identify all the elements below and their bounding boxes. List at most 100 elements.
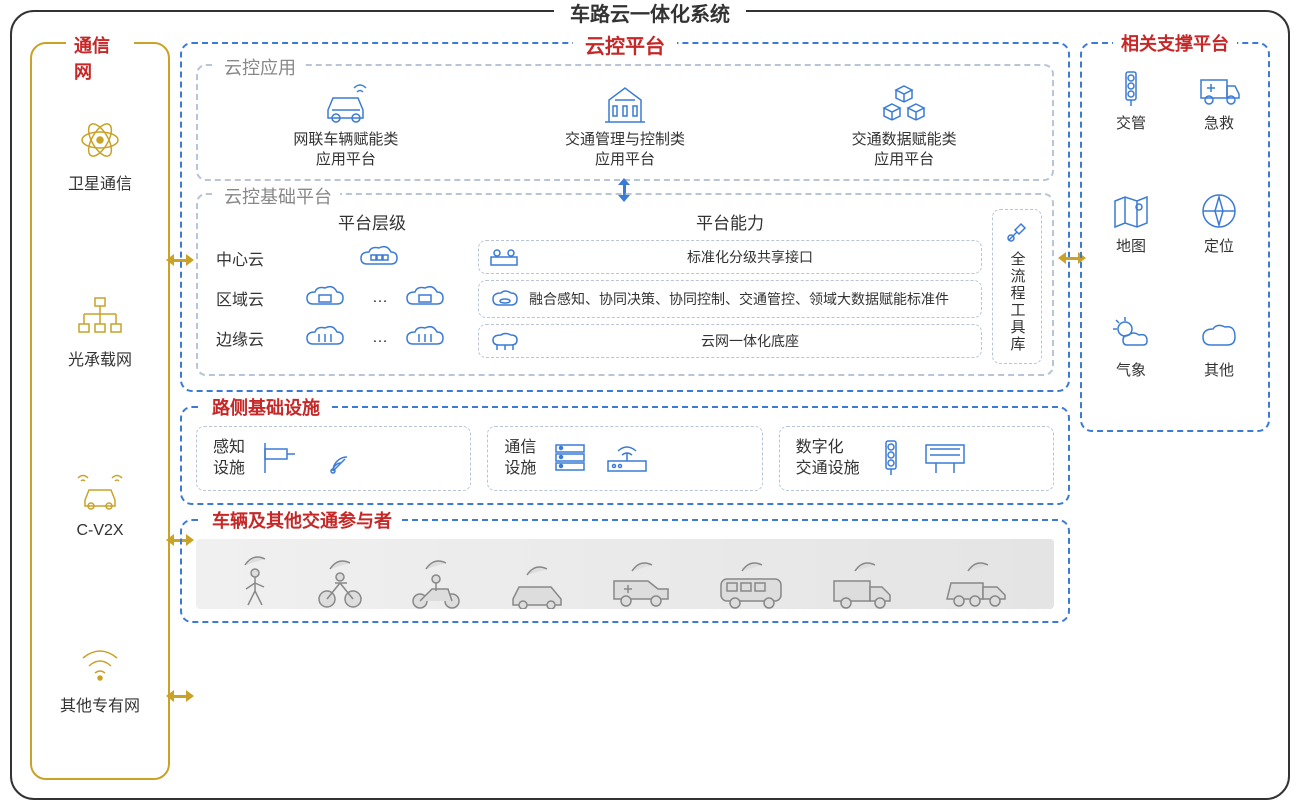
capability-box: 融合感知、协同决策、协同控制、交通管控、领域大数据赋能标准件 [478,280,982,318]
level-label: 边缘云 [216,326,276,350]
pedestrian-icon [238,551,272,609]
system-diagram: 车路云一体化系统 通信网 卫星通信 光承载网 C-V2X 其他专有网 [10,10,1290,800]
traffic-light-icon [1109,68,1153,108]
cap-text: 融合感知、协同决策、协同控制、交通管控、领域大数据赋能标准件 [529,290,971,308]
support-label: 定位 [1204,235,1234,256]
capability-title: 平台能力 [478,209,982,234]
participants-title: 车辆及其他交通参与者 [202,507,402,533]
app-label: 应用平台 [595,151,655,168]
support-item: 其他 [1180,315,1258,420]
support-item: 交管 [1092,68,1170,173]
radar-icon [313,439,353,478]
cloud-region-icon: … [286,280,468,316]
map-icon [1109,191,1153,231]
arrow-icon [170,690,190,704]
bus-icon [717,557,787,609]
app-label: 应用平台 [874,151,934,168]
comm-network-panel: 通信网 卫星通信 光承载网 C-V2X 其他专有网 [30,42,170,780]
net-item-other: 其他专有网 [60,640,140,716]
ambulance-icon [1197,68,1241,108]
cloud-platform-title: 云控平台 [573,30,677,59]
wifi-icon [75,640,125,684]
app-label: 网联车辆赋能类 [293,131,398,148]
motorcycle-icon [408,555,464,609]
net-item-cv2x: C-V2X [75,470,125,540]
truck-icon [830,557,900,609]
net-label: 其他专有网 [60,692,140,716]
level-row: 中心云 [216,240,468,276]
compass-icon [1197,191,1241,231]
cloud-icon [1197,315,1241,355]
cloud-center-icon [286,240,468,276]
participants-panel: 车辆及其他交通参与者 [180,519,1070,623]
traffic-light-icon [874,437,908,480]
bicycle-icon [315,555,365,609]
dump-truck-icon [943,557,1013,609]
support-item: 急救 [1180,68,1258,173]
app-label: 交通管理与控制类 [565,131,685,148]
comm-net-title: 通信网 [66,32,134,84]
server-icon [550,439,590,478]
support-label: 急救 [1204,112,1234,133]
capability-column: 平台能力 标准化分级共享接口 融合感知、协同决策、协同控制、交通管控、领域大数据… [478,209,982,364]
support-item: 地图 [1092,191,1170,296]
cloud-platform-panel: 云控平台 云控应用 网联车辆赋能类应用平台 交通管理与控制 [180,42,1070,392]
cloud-base-panel: 云控基础平台 平台层级 中心云 区域云 … [196,193,1054,376]
app-item: 交通数据赋能类应用平台 [852,82,957,169]
infra-box: 感知 设施 [196,426,471,491]
support-label: 其他 [1204,359,1234,380]
net-label: C-V2X [76,522,123,540]
infra-label: 通信 设施 [504,438,536,480]
cap-text: 标准化分级共享接口 [529,247,971,267]
infra-box: 通信 设施 [487,426,762,491]
support-title: 相关支撑平台 [1113,30,1237,56]
level-label: 中心云 [216,246,276,270]
tools-column: 全流程工具库 [992,209,1042,364]
car-signal-icon [75,470,125,514]
app-item: 交通管理与控制类应用平台 [565,82,685,169]
levels-title: 平台层级 [276,209,468,234]
net-label: 卫星通信 [68,170,132,194]
car-wifi-icon [318,82,374,126]
interface-icon [489,247,519,267]
support-panel: 相关支撑平台 交管 急救 地图 定位 [1080,42,1270,432]
router-icon [604,439,650,478]
main-title: 车路云一体化系统 [554,0,746,27]
tools-label: 全流程工具库 [1007,251,1028,353]
cloud-db-icon [489,287,519,311]
cloud-net-icon [489,331,519,351]
building-icon [597,82,653,126]
cloud-edge-icon: … [286,320,468,356]
support-label: 气象 [1116,359,1146,380]
support-item: 气象 [1092,315,1170,420]
infra-box: 数字化 交通设施 [779,426,1054,491]
road-infra-panel: 路侧基础设施 感知 设施 通信 设施 数字化 交通设施 [180,406,1070,505]
support-label: 交管 [1116,112,1146,133]
arrow-icon [1062,252,1082,266]
cloud-base-title: 云控基础平台 [216,183,340,209]
app-item: 网联车辆赋能类应用平台 [293,82,398,169]
camera-icon [259,439,299,478]
cloud-app-panel: 云控应用 网联车辆赋能类应用平台 交通管理与控制类应用平台 [196,64,1054,181]
atom-icon [75,118,125,162]
net-item-satellite: 卫星通信 [68,118,132,194]
weather-icon [1109,315,1153,355]
cloud-app-title: 云控应用 [216,54,304,80]
support-label: 地图 [1116,235,1146,256]
wrench-icon [1005,220,1029,247]
cubes-icon [876,82,932,126]
hierarchy-icon [75,294,125,338]
app-label: 交通数据赋能类 [852,131,957,148]
road-infra-title: 路侧基础设施 [202,394,330,420]
infra-label: 数字化 交通设施 [796,438,860,480]
car-icon [507,561,567,609]
ambulance-icon [610,557,674,609]
infra-label: 感知 设施 [213,438,245,480]
level-label: 区域云 [216,286,276,310]
center-column: 云控平台 云控应用 网联车辆赋能类应用平台 交通管理与控制 [180,42,1070,780]
cap-text: 云网一体化底座 [529,331,971,351]
levels-column: 平台层级 中心云 区域云 … 边缘云 [208,209,468,364]
svg-text:…: … [372,329,388,346]
net-item-optical: 光承载网 [68,294,132,370]
svg-text:…: … [372,289,388,306]
